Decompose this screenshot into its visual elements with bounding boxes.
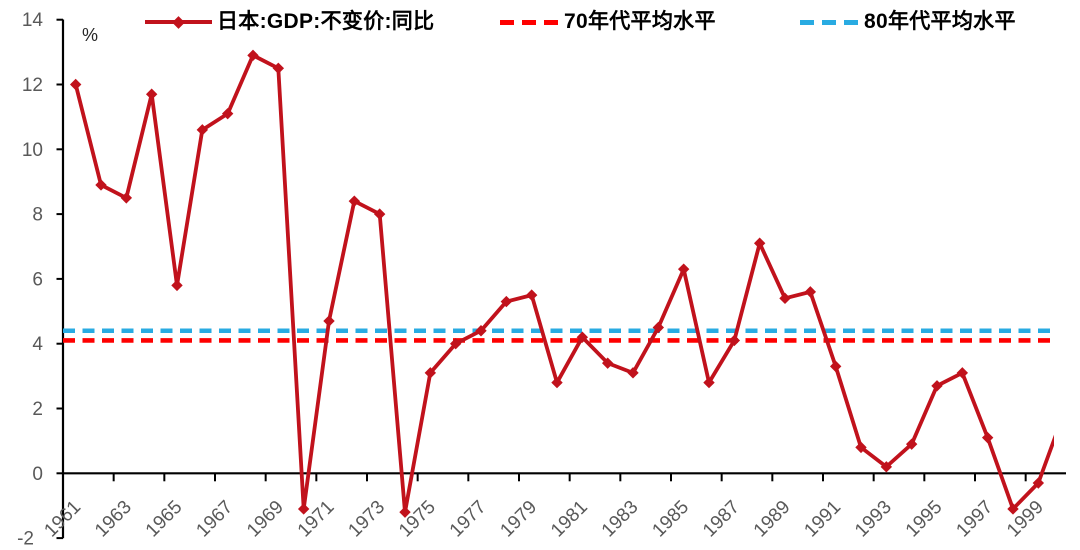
data-point-marker (323, 315, 335, 327)
legend-label-80s-average: 80年代平均水平 (864, 10, 1016, 33)
gdp-series-markers (69, 49, 1045, 518)
y-tick-label: 10 (22, 140, 43, 161)
legend-label-gdp-series: 日本:GDP:不变价:同比 (217, 10, 435, 33)
data-point-marker (601, 357, 614, 369)
data-point-marker (880, 461, 893, 473)
x-tick-label: 1973 (344, 497, 389, 542)
legend-label-70s-average: 70年代平均水平 (564, 10, 716, 33)
legend-item-70s-average: 70年代平均水平 (500, 9, 716, 35)
x-tick-label: 1975 (395, 497, 440, 542)
blue-dashed-line-marker-icon (800, 19, 858, 25)
data-point-marker (247, 49, 259, 62)
data-point-marker (931, 380, 943, 392)
data-point-marker (804, 286, 817, 298)
data-point-marker (855, 441, 867, 454)
x-tick-label: 1985 (648, 497, 693, 542)
y-tick-label: 6 (32, 269, 43, 290)
data-point-marker (779, 292, 791, 305)
y-tick-label: 0 (32, 464, 43, 485)
data-point-marker (728, 334, 741, 347)
y-tick-label: 2 (32, 399, 43, 420)
data-point-marker (272, 62, 285, 74)
x-tick-label: 1987 (699, 497, 744, 542)
x-tick-label: 1977 (446, 497, 491, 542)
data-point-marker (348, 195, 361, 207)
data-point-marker (576, 331, 589, 343)
data-point-marker (297, 503, 310, 515)
data-point-marker (120, 192, 133, 204)
data-point-marker (475, 325, 487, 337)
x-tick-label: 1991 (800, 497, 845, 542)
data-point-marker (145, 88, 158, 100)
y-tick-label: 4 (32, 334, 43, 355)
x-tick-label: 1969 (243, 497, 288, 542)
data-point-marker (399, 506, 411, 518)
x-tick-label: 1963 (91, 497, 136, 542)
data-point-marker (1007, 503, 1019, 515)
x-tick-label: 1995 (902, 497, 947, 542)
data-point-marker (956, 367, 969, 379)
data-point-marker (449, 338, 462, 350)
x-tick-label: 1979 (496, 497, 541, 542)
y-tick-label: 14 (22, 10, 44, 31)
y-tick-label: 8 (32, 205, 43, 226)
data-point-marker (221, 107, 234, 120)
axes (56, 18, 1066, 540)
legend-item-80s-average: 80年代平均水平 (800, 9, 1016, 35)
data-point-marker (652, 321, 665, 334)
data-point-marker (196, 124, 209, 136)
chart-legend: 日本:GDP:不变价:同比 70年代平均水平 80年代平均水平 (0, 0, 1080, 42)
data-point-marker (525, 289, 538, 301)
x-tick-label: 1989 (750, 497, 795, 542)
x-tick-label: 1971 (294, 497, 339, 542)
data-point-marker (171, 279, 183, 292)
data-point-marker (95, 179, 107, 191)
x-tick-label: 1967 (192, 497, 237, 542)
x-tick-label: 1983 (598, 497, 643, 542)
data-point-marker (829, 360, 842, 373)
gdp-series-line-marker-icon (145, 15, 212, 29)
data-point-marker (703, 376, 715, 389)
data-point-marker (981, 431, 994, 444)
data-point-marker (677, 263, 690, 275)
gdp-series-line (73, 53, 1054, 515)
legend-item-gdp-series: 日本:GDP:不变价:同比 (145, 9, 434, 35)
data-point-marker (424, 367, 437, 379)
data-point-marker (551, 376, 563, 389)
data-point-marker (500, 295, 513, 308)
y-tick-label: 12 (22, 75, 43, 96)
x-tick-label: 1993 (851, 497, 896, 542)
y-axis-unit-label: % (82, 25, 98, 45)
x-tick-label: 1981 (547, 497, 592, 542)
data-point-marker (753, 237, 766, 249)
data-point-marker (69, 78, 82, 91)
x-tick-label: 1965 (142, 497, 187, 542)
x-tick-label: 1997 (952, 497, 997, 542)
data-point-marker (627, 367, 639, 379)
data-point-marker (905, 438, 918, 450)
red-dashed-line-marker-icon (500, 19, 558, 25)
data-point-marker (1032, 477, 1045, 489)
y-tick-label: -2 (17, 529, 34, 550)
data-point-marker (373, 208, 386, 220)
